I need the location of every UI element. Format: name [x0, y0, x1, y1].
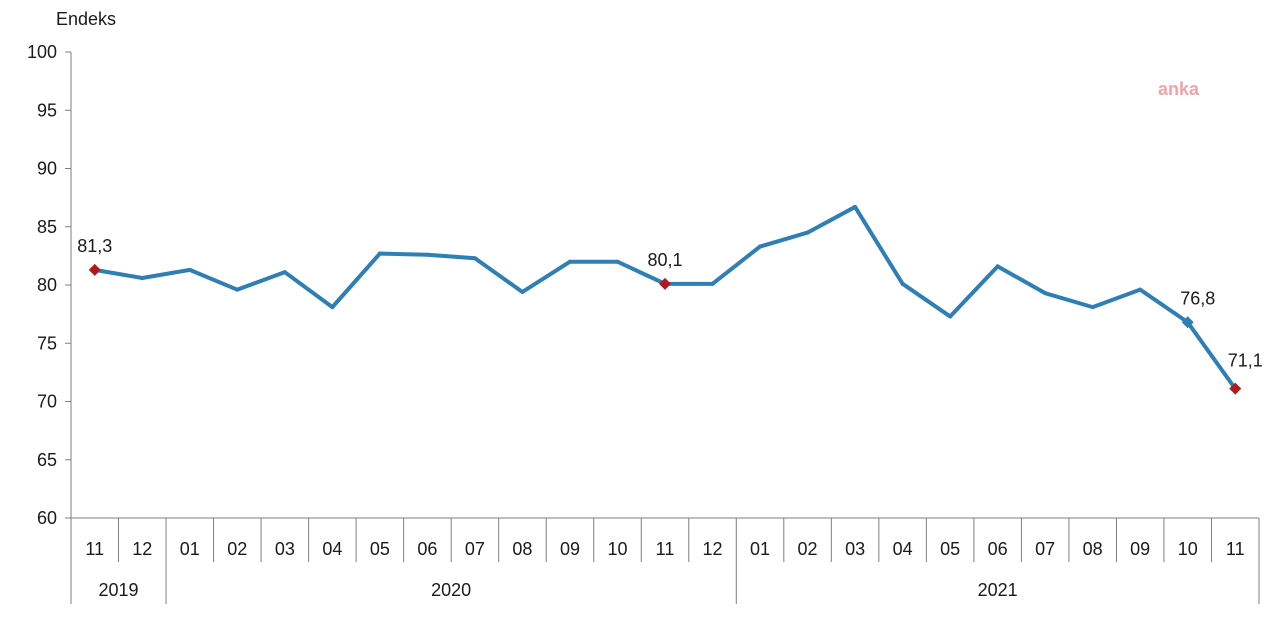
y-tick-label: 95 — [37, 100, 57, 120]
x-tick-label: 11 — [1226, 539, 1245, 559]
data-point — [1043, 291, 1048, 296]
x-tick-label: 06 — [988, 539, 1008, 559]
x-tick-label: 10 — [1178, 539, 1198, 559]
data-point — [567, 259, 572, 264]
data-point — [520, 289, 525, 294]
x-tick-label: 04 — [893, 539, 913, 559]
x-tick-label: 12 — [703, 539, 723, 559]
data-point — [1138, 287, 1143, 292]
x-tick-label: 12 — [132, 539, 152, 559]
data-label: 76,8 — [1180, 288, 1215, 308]
highlight-marker — [88, 263, 101, 276]
y-tick-label: 65 — [37, 450, 57, 470]
x-tick-label: 07 — [1035, 539, 1055, 559]
y-tick-label: 90 — [37, 159, 57, 179]
y-tick-label: 100 — [27, 42, 57, 62]
data-point — [758, 244, 763, 249]
year-label: 2020 — [431, 580, 471, 600]
watermark-logo: anka — [1158, 79, 1200, 99]
year-label: 2019 — [98, 580, 138, 600]
y-axis: 100 95 90 85 80 75 70 65 60 — [27, 42, 72, 528]
data-point — [710, 281, 715, 286]
data-point — [805, 230, 810, 235]
x-tick-label: 08 — [1083, 539, 1103, 559]
x-tick-label: 10 — [607, 539, 627, 559]
data-point — [140, 276, 145, 281]
data-point — [282, 270, 287, 275]
data-point — [235, 287, 240, 292]
x-tick-label: 03 — [845, 539, 865, 559]
data-point — [1090, 305, 1095, 310]
x-tick-label: 11 — [85, 539, 104, 559]
data-point — [425, 252, 430, 257]
x-tick-label: 08 — [512, 539, 532, 559]
year-label: 2021 — [978, 580, 1018, 600]
x-axis: 11 12 01 02 03 04 05 06 07 08 09 10 11 12 01 02 03 04 05 06… — [70, 517, 1260, 604]
x-tick-label: 05 — [940, 539, 960, 559]
x-tick-label: 02 — [227, 539, 247, 559]
x-tick-label: 02 — [798, 539, 818, 559]
data-point — [377, 251, 382, 256]
highlight-marker — [1229, 382, 1242, 395]
highlight-marker — [1181, 316, 1194, 329]
x-tick-label: 07 — [465, 539, 485, 559]
x-tick-label: 01 — [750, 539, 770, 559]
x-tick-label: 09 — [560, 539, 580, 559]
plot-area: 81,3 80,1 76,8 71,1 — [77, 204, 1263, 395]
x-tick-label: 05 — [370, 539, 390, 559]
y-tick-label: 75 — [37, 333, 57, 353]
y-tick-label: 60 — [37, 508, 57, 528]
y-axis-title: Endeks — [56, 9, 116, 29]
data-point — [615, 259, 620, 264]
data-point — [948, 314, 953, 319]
x-tick-label: 09 — [1130, 539, 1150, 559]
data-point — [187, 267, 192, 272]
data-label: 80,1 — [647, 250, 682, 270]
x-tick-label: 04 — [322, 539, 342, 559]
data-point — [472, 256, 477, 261]
x-tick-label: 03 — [275, 539, 295, 559]
y-tick-label: 85 — [37, 217, 57, 237]
data-point — [995, 264, 1000, 269]
y-tick-label: 70 — [37, 392, 57, 412]
data-point — [853, 204, 858, 209]
data-label: 81,3 — [77, 236, 112, 256]
x-tick-label: 06 — [417, 539, 437, 559]
data-label: 71,1 — [1228, 351, 1263, 371]
x-tick-label: 01 — [180, 539, 200, 559]
x-tick-label: 11 — [656, 539, 675, 559]
series-line — [92, 204, 1238, 391]
data-point — [330, 305, 335, 310]
data-point — [900, 281, 905, 286]
highlight-marker — [659, 277, 671, 290]
y-tick-label: 80 — [37, 275, 57, 295]
